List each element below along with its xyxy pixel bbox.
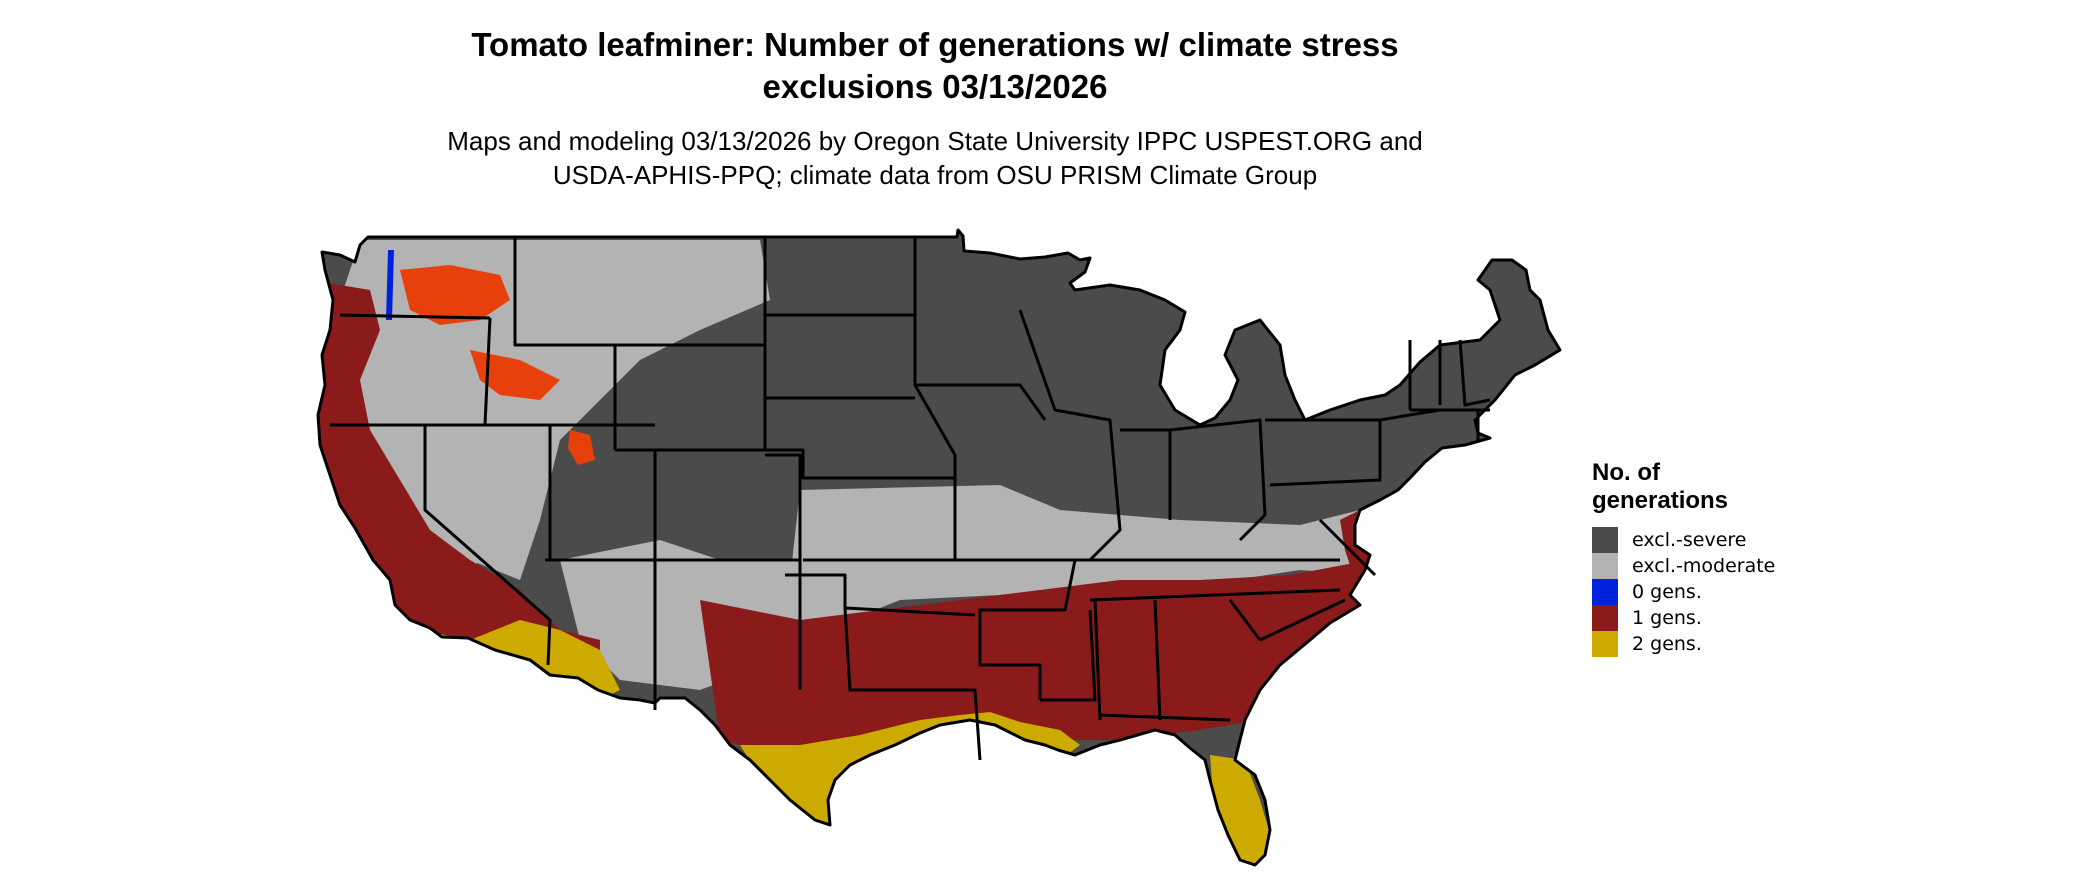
legend-title: No. of generations — [1592, 459, 1892, 515]
legend-item-2-gens: 2 gens. — [1592, 631, 1892, 657]
legend-swatch — [1592, 579, 1618, 605]
map-fill-layer — [318, 230, 1560, 865]
map-title-line-1: Tomato leafminer: Number of generations … — [471, 26, 1399, 63]
legend-label: 1 gens. — [1632, 607, 1702, 629]
excl-moderate-region-midsouth — [790, 485, 1380, 640]
state-border-dakotas — [763, 237, 915, 400]
legend-title-line-1: No. of — [1592, 459, 1660, 486]
legend-item-excl-severe: excl.-severe — [1592, 527, 1892, 553]
state-border-mn-ia-mo — [913, 237, 1077, 700]
legend-swatch — [1592, 553, 1618, 579]
zero-gen-region-cascades — [386, 250, 394, 320]
accent-region-nevada — [568, 430, 595, 465]
map-subtitle-line-1: Maps and modeling 03/13/2026 by Oregon S… — [447, 126, 1423, 156]
state-border-ne-ks-ok — [763, 398, 976, 617]
one-gen-region-pacific — [318, 280, 600, 720]
state-border-mt-id-wy — [513, 237, 617, 450]
legend-item-1-gens: 1 gens. — [1592, 605, 1892, 631]
state-borders — [316, 228, 1562, 867]
legend-title-line-2: generations — [1592, 487, 1729, 514]
state-border-ut-co-az-nm — [545, 450, 802, 710]
state-border-id-west — [483, 317, 492, 426]
legend-label: excl.-moderate — [1632, 555, 1776, 577]
legend-label: 0 gens. — [1632, 581, 1702, 603]
legend-label: 2 gens. — [1632, 633, 1702, 655]
state-border-tx — [843, 607, 982, 761]
accent-region-snake-river — [470, 350, 560, 400]
one-gen-region-south — [700, 560, 1400, 760]
map-legend: No. of generations excl.-severe excl.-mo… — [1592, 459, 1892, 657]
legend-swatch — [1592, 527, 1618, 553]
map-subtitle-line-2: USDA-APHIS-PPQ; climate data from OSU PR… — [552, 160, 1318, 190]
state-border-ms-al-ga — [1040, 599, 1262, 722]
map-subtitle: Maps and modeling 03/13/2026 by Oregon S… — [0, 124, 1870, 192]
state-border-wi-il — [1018, 309, 1122, 562]
state-border-new-england — [1408, 339, 1491, 440]
legend-label: excl.-severe — [1632, 529, 1747, 551]
legend-swatch — [1592, 631, 1618, 657]
state-border-wa-or — [339, 313, 491, 320]
legend-swatch — [1592, 605, 1618, 631]
accent-region-inland-northwest — [400, 265, 510, 325]
excl-moderate-region-rockies — [470, 240, 770, 580]
state-border-in-oh-ky-tn — [1075, 418, 1341, 602]
state-border-pa-ny-va-nc — [1259, 408, 1441, 642]
legend-item-0-gens: 0 gens. — [1592, 579, 1892, 605]
map-title: Tomato leafminer: Number of generations … — [0, 24, 1870, 108]
legend-item-excl-moderate: excl.-moderate — [1592, 553, 1892, 579]
state-border-ca-nv — [423, 425, 552, 666]
map-title-line-2: exclusions 03/13/2026 — [762, 68, 1108, 105]
